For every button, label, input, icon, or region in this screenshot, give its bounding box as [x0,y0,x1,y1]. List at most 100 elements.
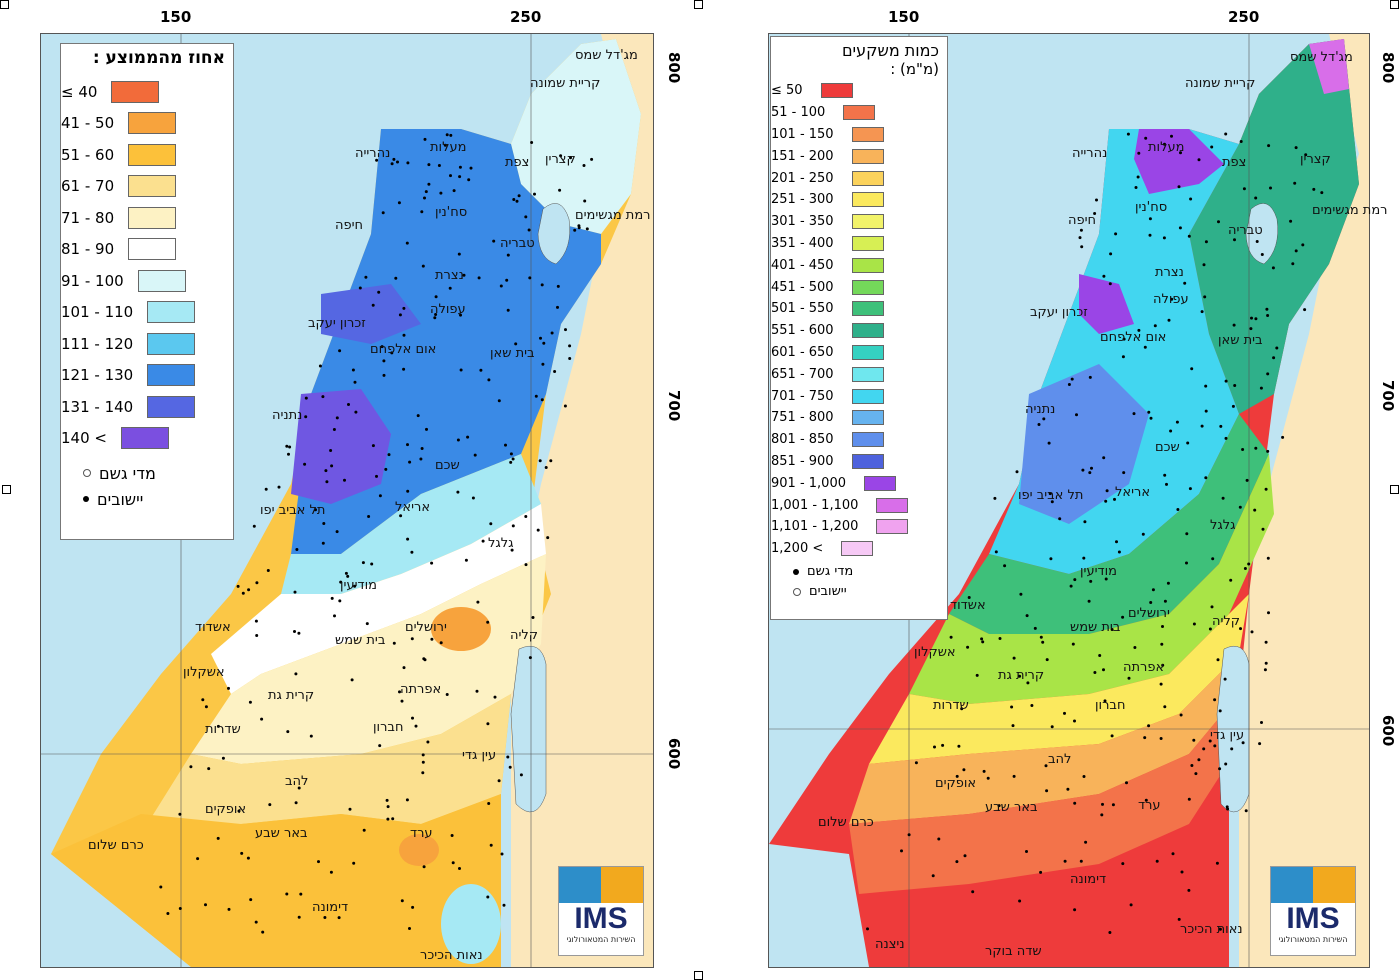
station-dot [427,163,431,167]
station-dot [563,404,567,408]
station-dot [1241,448,1245,451]
left-legend-symbols: מדי גשם יישובים [61,454,233,512]
legend-swatch [851,235,884,251]
station-dot [335,416,339,420]
right-zone-purple1 [1079,274,1134,334]
selection-handle[interactable] [0,0,9,9]
station-dot [1301,243,1305,247]
station-dot [297,915,301,919]
station-dot [511,524,515,528]
legend-label: 501 - 550 [771,301,834,317]
selection-handle[interactable] [1390,485,1399,494]
station-dot [1127,676,1131,680]
station-dot [477,276,481,280]
city-label: שכם [435,458,460,473]
station-dot [1170,297,1174,301]
city-label: עפולה [1153,292,1189,307]
legend-swatch [147,395,196,418]
station-dot [1264,661,1268,665]
circle-icon [83,469,91,477]
station-dot [1265,307,1269,311]
station-dot [1192,622,1196,626]
station-dot [497,399,501,403]
station-dot [1242,187,1246,191]
station-dot [1134,186,1138,189]
station-dot [1104,577,1108,581]
city-label: קרית גת [998,668,1045,683]
station-dot [1144,798,1148,802]
station-dot [402,306,406,310]
station-dot [391,817,395,821]
station-dot [240,851,244,855]
station-dot [457,252,461,256]
station-dot [509,460,513,464]
station-dot [1159,737,1163,740]
station-dot [1208,739,1212,743]
station-dot [1197,158,1201,162]
station-dot [528,276,532,280]
city-label: אפרתה [400,682,442,697]
station-dot [424,190,428,194]
station-dot [398,690,401,694]
selection-handle[interactable] [2,485,11,494]
city-label: ירושלים [1128,606,1170,621]
city-label: אריאל [1115,485,1151,500]
station-dot [1241,741,1245,745]
station-dot [1108,931,1112,934]
left-zone-north-dry [511,39,641,234]
station-dot [1141,532,1145,536]
legend-row: 701 - 750 [771,385,937,407]
station-dot [1224,379,1228,383]
station-dot [293,630,296,633]
station-dot [419,457,423,461]
station-dot [456,490,460,494]
station-dot [512,198,516,201]
station-dot [941,743,945,747]
legend-row: 1,001 - 1,100 [771,494,937,516]
station-dot [255,634,259,637]
legend-label: 111 - 120 [61,334,134,353]
station-dot [338,599,342,603]
station-dot [538,459,542,463]
station-dot [980,637,984,641]
station-dot [423,196,426,200]
city-label: עין גדי [1210,728,1245,743]
station-dot [1216,658,1220,662]
right-y-tick-800: 800 [1379,52,1397,84]
station-dot [997,804,1001,808]
circle-icon [793,587,801,596]
left-legend-rows: ≤ 40 41 - 50 51 - 60 61 - 70 71 - 80 81 - 90 9… [61,68,233,454]
station-dot [1254,317,1258,321]
city-label: באר שבע [985,800,1038,815]
station-dot [1303,308,1307,312]
station-dot [1132,412,1136,416]
city-label: כרם שלום [818,815,874,830]
station-dot [1100,813,1104,817]
station-dot [365,622,369,626]
station-dot [425,427,428,431]
station-dot [540,398,544,402]
station-dot [392,641,396,645]
station-dot [1082,556,1086,560]
station-dot [1159,682,1163,686]
station-dot [1171,852,1175,856]
selection-handle[interactable] [694,971,703,980]
station-dot [1180,870,1184,874]
station-dot [515,199,519,203]
city-label: אריאל [395,500,431,515]
station-dot [416,414,420,418]
legend-label: 901 - 1,000 [771,475,846,491]
station-dot [398,313,402,317]
station-dot [933,745,936,749]
station-dot [1161,663,1165,667]
station-dot [456,438,460,442]
city-label: צפת [1222,155,1247,170]
selection-handle[interactable] [1390,0,1399,9]
legend-row: 61 - 70 [61,171,219,203]
station-dot [1200,310,1204,314]
selection-handle[interactable] [694,0,703,9]
station-dot [330,596,334,600]
right-legend-title: כמות משקעים [841,41,939,60]
city-label: בית שמש [1070,620,1121,635]
station-dot [1312,187,1316,191]
